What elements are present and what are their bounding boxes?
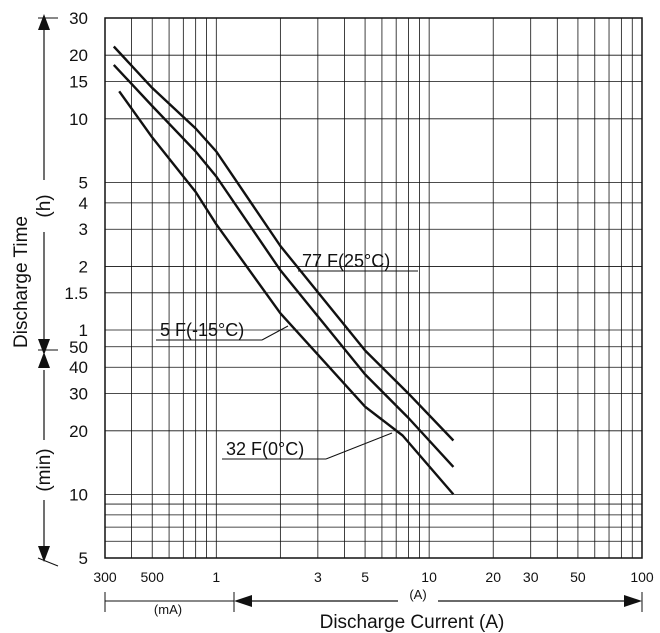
x-axis-title: Discharge Current (A) xyxy=(320,612,505,633)
plot-frame xyxy=(104,17,643,559)
y-tick-label: 10 xyxy=(69,485,88,504)
curve-label-25c: 77 F(25°C) xyxy=(298,251,418,272)
y-tick-label: 4 xyxy=(79,194,88,213)
curve-label-25c-text: 77 F(25°C) xyxy=(302,251,390,271)
y-tick-label: 30 xyxy=(69,385,88,404)
y-tick-label: 5 xyxy=(79,549,88,568)
y-tick-label: 30 xyxy=(69,9,88,28)
y-tick-label: 10 xyxy=(69,110,88,129)
x-tick-label: 20 xyxy=(485,569,501,585)
x-tick-label: 100 xyxy=(630,569,654,585)
x-tick-label: 500 xyxy=(141,569,165,585)
x-tick-labels: 300 500 1 3 5 10 20 30 50 100 xyxy=(93,569,654,585)
arrow-right-icon xyxy=(624,595,642,607)
curve-label-0c: 32 F(0°C) xyxy=(222,432,393,460)
curve-label-0c-leader xyxy=(325,432,393,460)
curve-label-m15c-leader xyxy=(261,325,289,341)
grid xyxy=(104,18,642,559)
y-tick-label: 20 xyxy=(69,422,88,441)
curve-label-0c-text: 32 F(0°C) xyxy=(226,439,304,459)
x-tick-label: 300 xyxy=(93,569,117,585)
x-ma-bracket: (mA) xyxy=(104,592,235,617)
series-line-1 xyxy=(112,64,455,468)
y-tick-label: 50 xyxy=(69,338,88,357)
y-tick-label: 5 xyxy=(79,173,88,192)
x-tick-label: 3 xyxy=(314,569,322,585)
x-unit-ma: (mA) xyxy=(154,602,182,617)
arrow-left-icon xyxy=(234,595,252,607)
y-tick-label: 2 xyxy=(79,257,88,276)
y-hours-bracket: (h) xyxy=(34,14,58,355)
y-axis-title: Discharge Time xyxy=(11,216,32,348)
y-unit-minutes: (min) xyxy=(34,448,55,491)
x-tick-label: 10 xyxy=(421,569,437,585)
y-tick-label: 3 xyxy=(79,220,88,239)
arrow-up-icon xyxy=(38,14,50,30)
x-tick-label: 5 xyxy=(361,569,369,585)
arrow-down-icon xyxy=(38,546,50,562)
x-unit-amps: (A) xyxy=(409,587,426,602)
curves xyxy=(112,45,455,496)
y-tick-label: 40 xyxy=(69,358,88,377)
arrow-up-icon xyxy=(38,352,50,368)
y-tick-label: 20 xyxy=(69,46,88,65)
x-tick-label: 50 xyxy=(570,569,586,585)
x-amps-bracket: (A) xyxy=(234,587,643,612)
x-tick-label: 1 xyxy=(212,569,220,585)
y-unit-hours: (h) xyxy=(34,194,55,217)
x-tick-label: 30 xyxy=(523,569,539,585)
series-line-2 xyxy=(118,90,455,496)
series-line-0 xyxy=(112,45,455,442)
curve-label-m15c-text: 5 F(-15°C) xyxy=(160,320,244,340)
y-minutes-bracket: (min) xyxy=(34,352,59,567)
curve-label-m15c: 5 F(-15°C) xyxy=(156,320,289,341)
arrow-down-icon xyxy=(38,339,50,355)
y-tick-label: 15 xyxy=(69,73,88,92)
y-tick-label: 1.5 xyxy=(64,284,88,303)
y-tick-label: 1 xyxy=(79,321,88,340)
